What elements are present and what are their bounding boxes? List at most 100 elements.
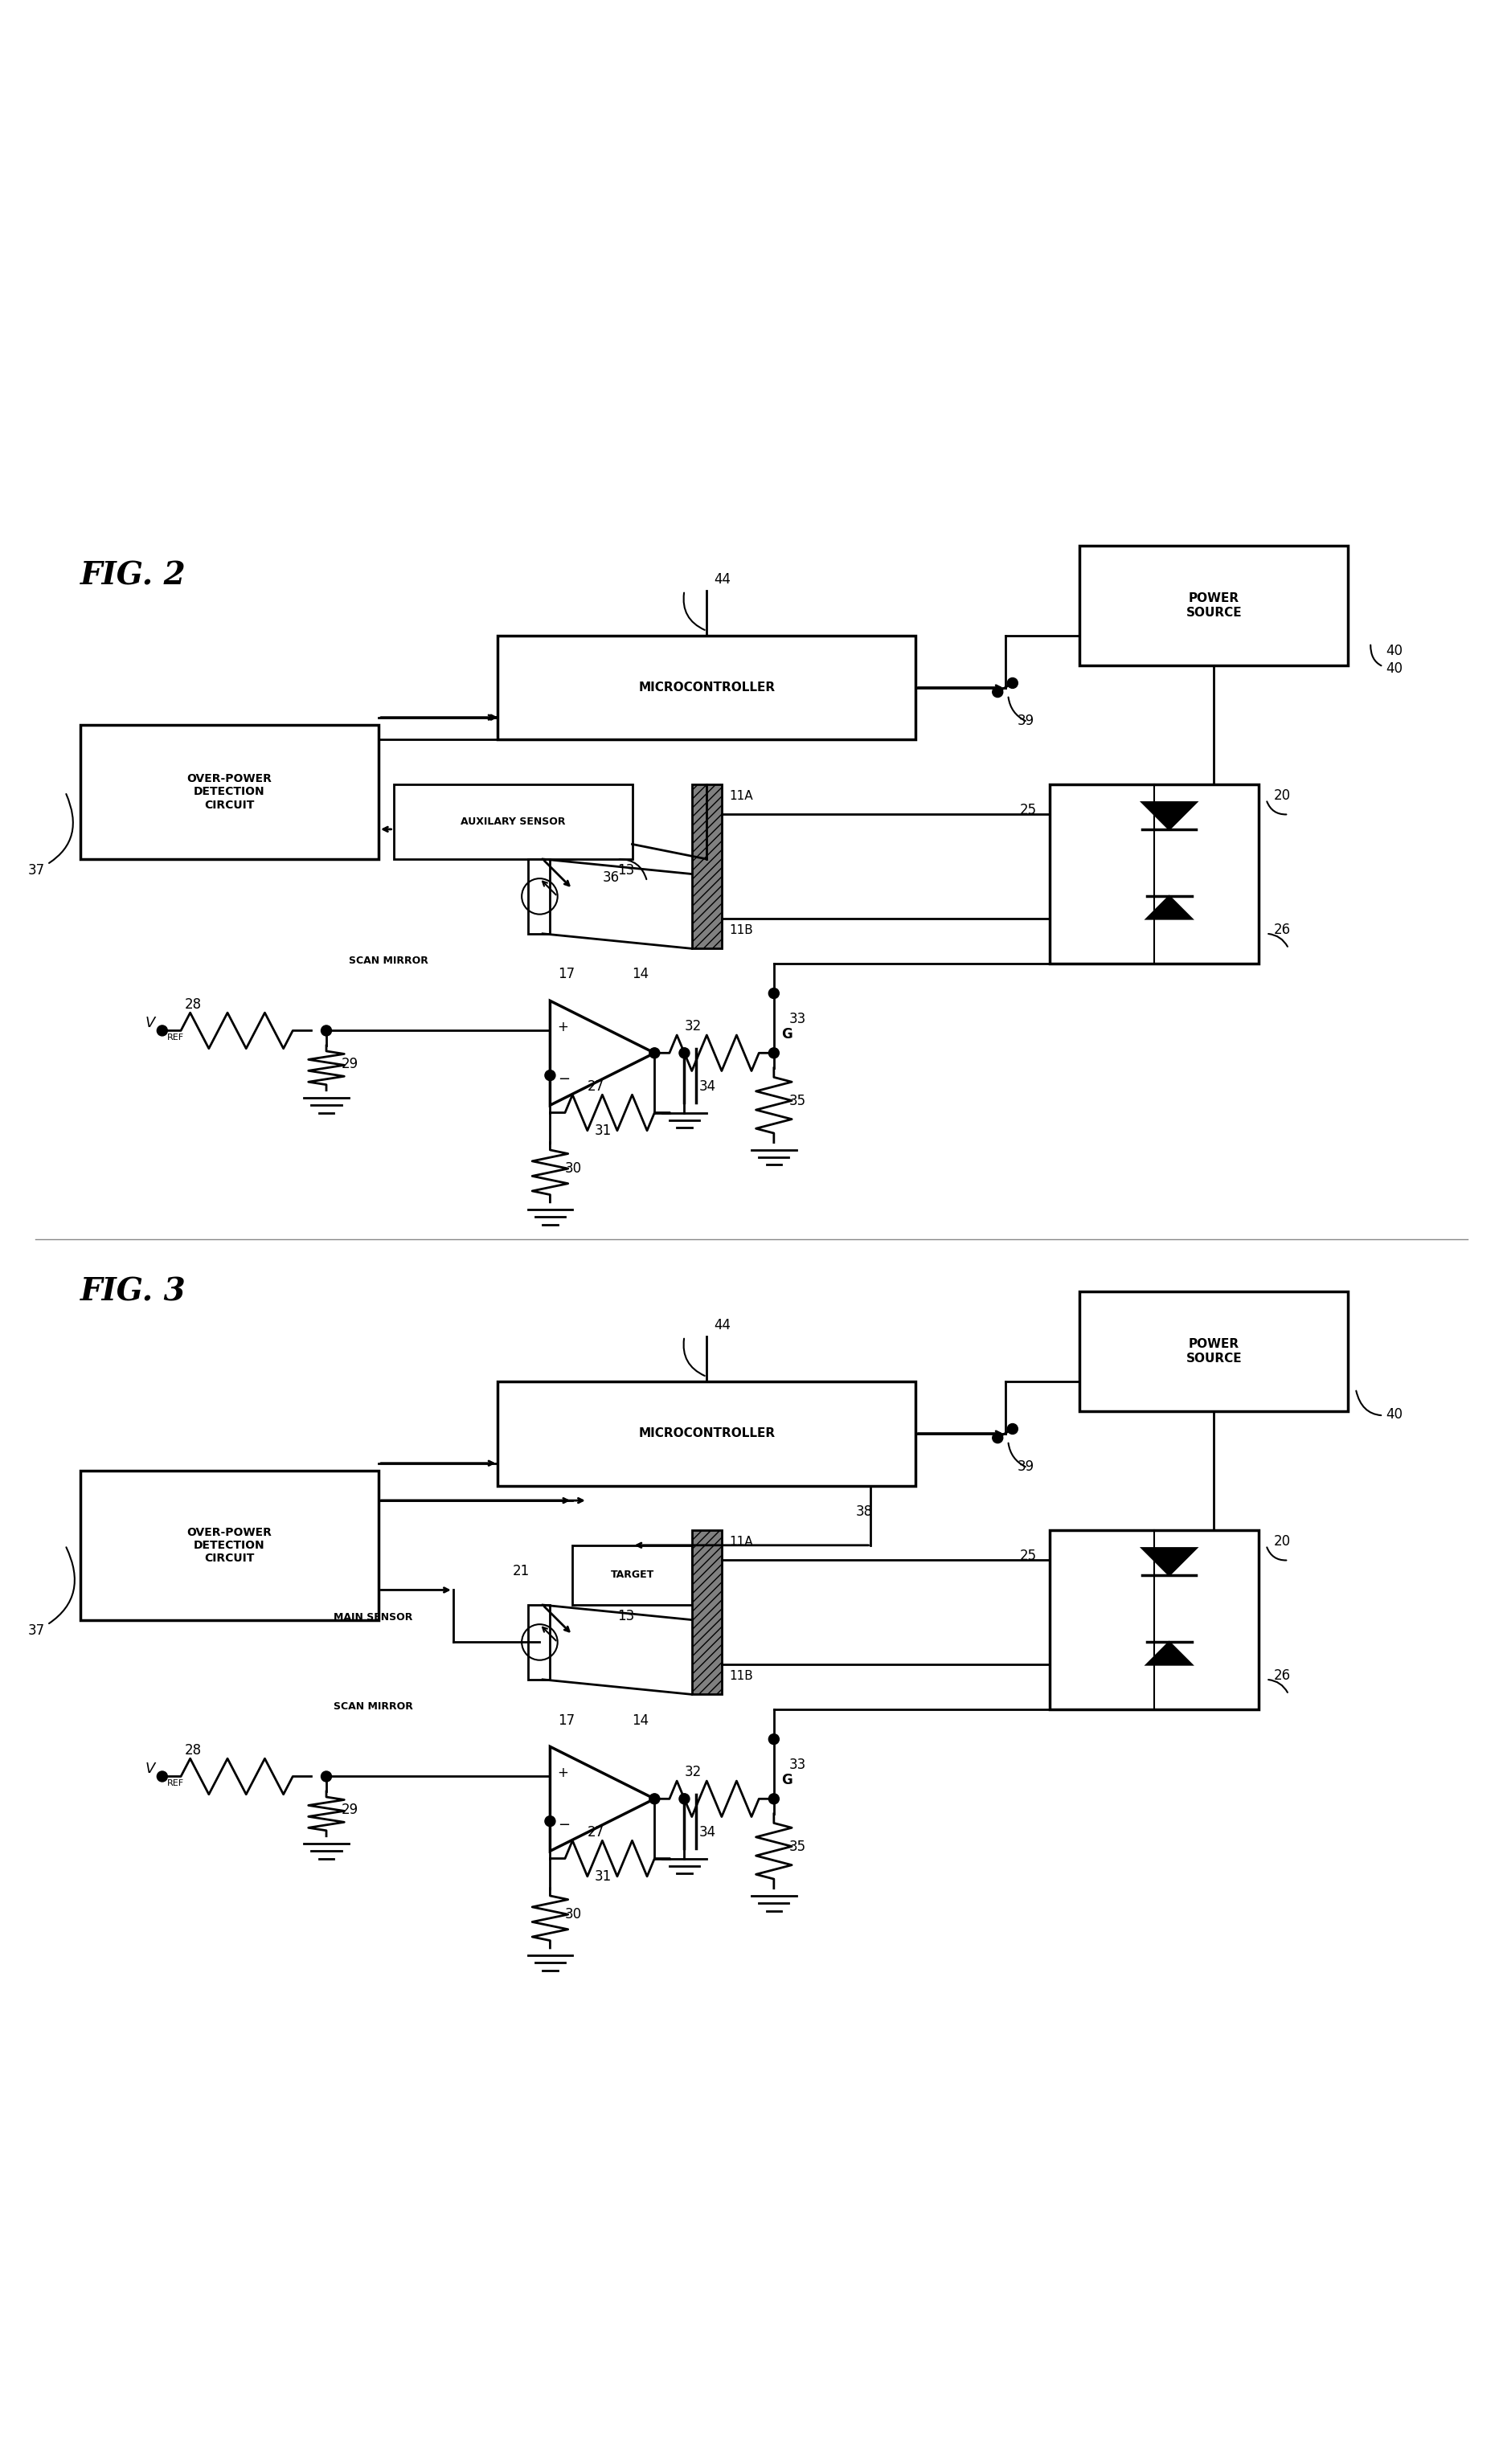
Text: 30: 30 — [565, 1161, 582, 1175]
Circle shape — [322, 1025, 332, 1035]
Text: 11A: 11A — [729, 791, 753, 801]
Text: 33: 33 — [789, 1757, 806, 1772]
Text: 11B: 11B — [729, 924, 753, 936]
Circle shape — [156, 1772, 167, 1781]
Bar — [1051, 784, 1258, 963]
Text: REF: REF — [167, 1779, 183, 1786]
Circle shape — [679, 1047, 690, 1057]
Text: POWER
SOURCE: POWER SOURCE — [1186, 1338, 1241, 1365]
Text: FIG. 2: FIG. 2 — [80, 562, 186, 591]
Text: 28: 28 — [185, 998, 201, 1010]
Text: 13: 13 — [618, 862, 634, 877]
Text: 25: 25 — [1021, 803, 1037, 818]
Bar — [691, 1530, 721, 1695]
Text: 17: 17 — [558, 1712, 574, 1727]
Bar — [1051, 1530, 1258, 1710]
Text: 40: 40 — [1386, 643, 1402, 658]
Text: 31: 31 — [595, 1870, 612, 1885]
Polygon shape — [1147, 1641, 1192, 1666]
Text: 34: 34 — [699, 1079, 717, 1094]
Circle shape — [322, 1772, 332, 1781]
Text: −: − — [558, 1818, 570, 1833]
Text: 35: 35 — [789, 1841, 806, 1855]
Text: 38: 38 — [855, 1503, 873, 1518]
Text: −: − — [558, 1072, 570, 1087]
Circle shape — [649, 1047, 660, 1057]
Circle shape — [1007, 1424, 1018, 1434]
Text: TARGET: TARGET — [610, 1570, 654, 1579]
Text: 36: 36 — [603, 870, 619, 885]
Text: 11A: 11A — [729, 1535, 753, 1547]
Circle shape — [768, 1047, 779, 1057]
Text: AUXILARY SENSOR: AUXILARY SENSOR — [460, 816, 565, 828]
Text: V: V — [144, 1015, 155, 1030]
Text: 25: 25 — [1021, 1550, 1037, 1562]
Text: 14: 14 — [633, 1712, 649, 1727]
Bar — [1079, 1291, 1348, 1412]
Bar — [497, 1382, 915, 1486]
Text: 34: 34 — [699, 1826, 717, 1838]
Text: 28: 28 — [185, 1742, 201, 1757]
Text: MICROCONTROLLER: MICROCONTROLLER — [639, 683, 776, 692]
Circle shape — [546, 1069, 555, 1082]
Circle shape — [1007, 678, 1018, 687]
Text: 20: 20 — [1273, 788, 1291, 803]
Text: FIG. 3: FIG. 3 — [80, 1276, 186, 1308]
Text: 26: 26 — [1273, 922, 1291, 936]
Circle shape — [992, 1432, 1003, 1444]
Bar — [691, 784, 721, 949]
Text: MAIN SENSOR: MAIN SENSOR — [334, 1611, 413, 1621]
Text: 13: 13 — [618, 1609, 634, 1624]
Circle shape — [156, 1025, 167, 1035]
Text: SCAN MIRROR: SCAN MIRROR — [349, 956, 428, 966]
Text: 32: 32 — [684, 1764, 702, 1779]
Text: 44: 44 — [714, 572, 730, 586]
Polygon shape — [1147, 897, 1192, 919]
Circle shape — [768, 988, 779, 998]
Bar — [394, 784, 633, 860]
Text: POWER
SOURCE: POWER SOURCE — [1186, 591, 1241, 618]
Circle shape — [546, 1816, 555, 1826]
Text: 30: 30 — [565, 1907, 582, 1922]
Text: 27: 27 — [588, 1079, 604, 1094]
Text: 33: 33 — [789, 1013, 806, 1027]
Text: REF: REF — [167, 1032, 183, 1042]
Text: 26: 26 — [1273, 1668, 1291, 1683]
Bar — [497, 636, 915, 739]
Text: 44: 44 — [714, 1318, 730, 1333]
Circle shape — [679, 1794, 690, 1804]
Circle shape — [768, 1794, 779, 1804]
Text: V: V — [144, 1762, 155, 1777]
Text: +: + — [558, 1020, 568, 1035]
Bar — [528, 1604, 550, 1680]
Text: G: G — [782, 1772, 792, 1786]
Bar — [573, 1545, 691, 1604]
Text: OVER-POWER
DETECTION
CIRCUIT: OVER-POWER DETECTION CIRCUIT — [186, 774, 272, 811]
Text: OVER-POWER
DETECTION
CIRCUIT: OVER-POWER DETECTION CIRCUIT — [186, 1528, 272, 1565]
Text: 35: 35 — [789, 1094, 806, 1109]
Polygon shape — [1142, 1547, 1196, 1574]
Text: 37: 37 — [29, 793, 74, 877]
Circle shape — [992, 687, 1003, 697]
Text: 21: 21 — [513, 1565, 531, 1579]
Text: SCAN MIRROR: SCAN MIRROR — [334, 1700, 413, 1712]
Text: 11B: 11B — [729, 1671, 753, 1683]
Circle shape — [768, 1735, 779, 1745]
Bar — [528, 860, 550, 934]
Text: 40: 40 — [1356, 1390, 1402, 1422]
Text: MICROCONTROLLER: MICROCONTROLLER — [639, 1427, 776, 1439]
Circle shape — [649, 1794, 660, 1804]
Text: 39: 39 — [1018, 1459, 1034, 1473]
Bar — [1079, 547, 1348, 665]
Text: 14: 14 — [633, 968, 649, 981]
Text: 37: 37 — [29, 1547, 75, 1639]
Polygon shape — [1142, 803, 1196, 830]
Text: 31: 31 — [595, 1124, 612, 1138]
Bar — [80, 1471, 379, 1619]
Text: 27: 27 — [588, 1826, 604, 1838]
Text: 29: 29 — [341, 1057, 358, 1072]
Text: G: G — [782, 1027, 792, 1042]
Text: 39: 39 — [1018, 715, 1034, 727]
Bar — [80, 724, 379, 860]
Text: 29: 29 — [341, 1804, 358, 1816]
